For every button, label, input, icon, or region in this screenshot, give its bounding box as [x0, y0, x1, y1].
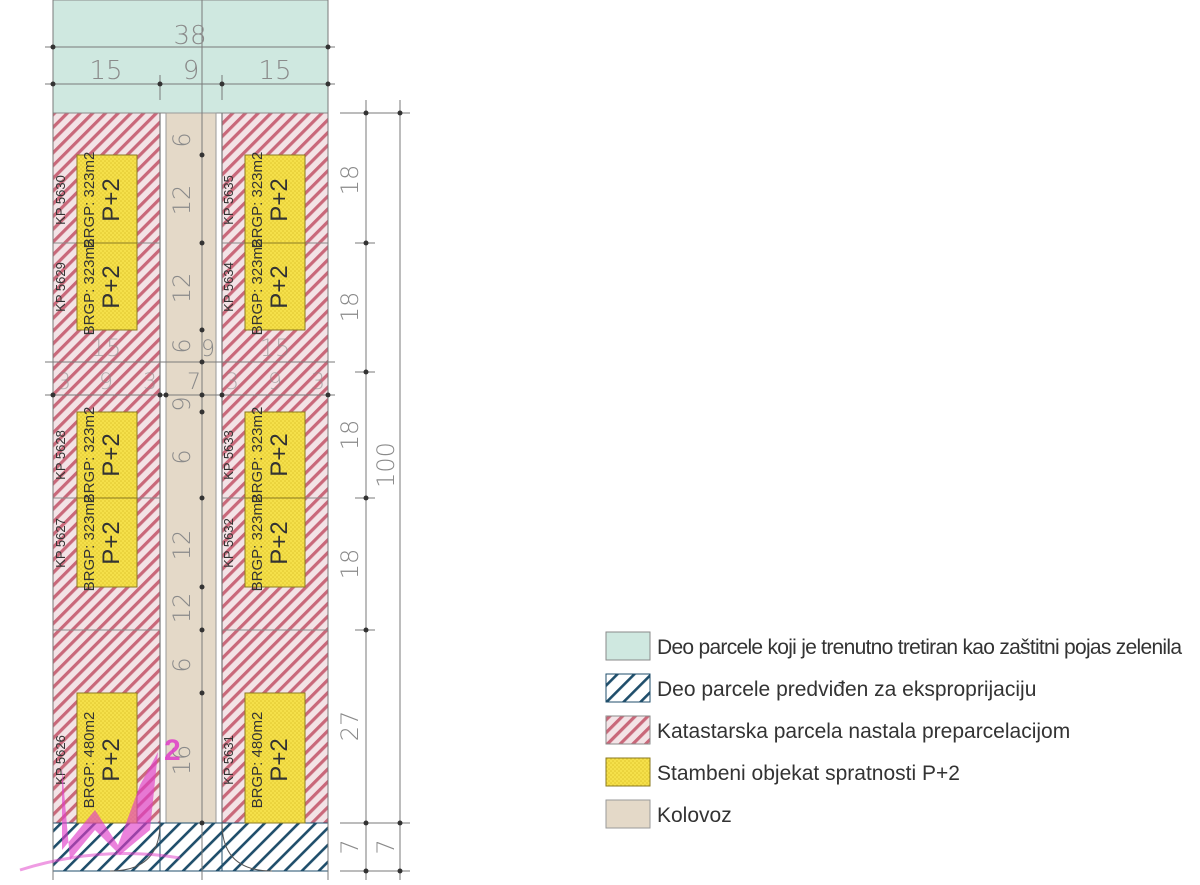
- dim-right-1: 18: [336, 292, 364, 323]
- parcel-floors-label: P+2: [98, 178, 125, 221]
- parcel-floors-label: P+2: [266, 178, 293, 221]
- parcel-kp-label: KP 5635: [221, 175, 236, 225]
- parcel-brgp-label: BRGP: 480m2: [81, 712, 98, 809]
- dim-top-left: 15: [89, 56, 122, 86]
- dim-road-7: 12: [168, 593, 196, 624]
- dim-top-center: 9: [183, 56, 200, 86]
- dim-right-outer-small: 7: [372, 839, 400, 854]
- dim-road-2: 12: [168, 273, 196, 304]
- legend-label: Kolovoz: [657, 804, 732, 827]
- dim-top-total: 38: [173, 21, 206, 51]
- dim-road-3: 6: [168, 338, 196, 353]
- parcel-left-2: KP 5628 BRGP: 323m2 P+2: [53, 407, 125, 504]
- dim-mid-sub-left-b: 9: [99, 370, 113, 395]
- watermark-digit: 2: [164, 734, 181, 767]
- parcel-brgp-label: BRGP: 323m2: [81, 495, 98, 592]
- dim-road-1: 12: [168, 185, 196, 216]
- expropriation-strip-road: [159, 822, 223, 872]
- legend-swatch-green: [605, 631, 651, 661]
- legend: Deo parcele koji je trenutno tretiran ka…: [605, 631, 1182, 829]
- dim-road-6: 12: [168, 530, 196, 561]
- dim-right-total: 100: [372, 442, 400, 488]
- parcel-kp-label: KP 5630: [53, 175, 68, 225]
- parcel-left-1: KP 5629 BRGP: 323m2 P+2: [53, 239, 125, 336]
- parcel-kp-label: KP 5632: [221, 518, 236, 568]
- parcel-kp-label: KP 5633: [221, 430, 236, 480]
- watermark-logo: 2: [19, 734, 181, 872]
- building-right-2: [244, 411, 306, 588]
- parcel-floors-label: P+2: [98, 265, 125, 308]
- green-buffer-zone: [52, 0, 329, 114]
- dim-road-9: 16: [168, 745, 196, 776]
- parcel-kp-label: KP 5631: [221, 735, 236, 785]
- parcel-brgp-label: BRGP: 323m2: [249, 152, 266, 249]
- dim-top-right: 15: [258, 56, 291, 86]
- parcel-floors-label: P+2: [98, 738, 125, 781]
- dim-mid-sub-right-a: 3: [225, 370, 239, 395]
- legend-swatch-road: [605, 799, 651, 829]
- building-left-3: [76, 692, 138, 824]
- dim-road-small: 7: [187, 370, 201, 395]
- parcel-floors-label: P+2: [266, 738, 293, 781]
- legend-item: Stambeni objekat spratnosti P+2: [605, 757, 960, 787]
- dim-road-8: 6: [168, 657, 196, 672]
- parcel-right-0: KP 5635 BRGP: 323m2 P+2: [221, 152, 293, 249]
- parcel-kp-label: KP 5627: [53, 518, 68, 568]
- building-right-3: [244, 692, 306, 824]
- parcel-right-4: KP 5631 BRGP: 480m2 P+2: [221, 712, 293, 809]
- dim-road-0: 6: [168, 132, 196, 147]
- dim-mid-right: 15: [260, 334, 291, 362]
- parcel-left-3: KP 5627 BRGP: 323m2 P+2: [53, 495, 125, 592]
- dim-mid-sub-right-c: 3: [311, 370, 325, 395]
- legend-swatch-blue-hatch: [605, 673, 651, 703]
- dim-road-4: 9: [168, 396, 196, 411]
- parcel-kp-label: KP 5628: [53, 430, 68, 480]
- legend-label: Stambeni objekat spratnosti P+2: [657, 762, 960, 785]
- parcel-brgp-label: BRGP: 323m2: [249, 239, 266, 336]
- dim-right-0: 18: [336, 165, 364, 196]
- parcel-brgp-label: BRGP: 323m2: [81, 152, 98, 249]
- parcel-kp-label: KP 5634: [221, 262, 236, 312]
- parcel-brgp-label: BRGP: 323m2: [81, 239, 98, 336]
- dim-right-5: 7: [336, 839, 364, 854]
- dim-right-2: 18: [336, 420, 364, 451]
- parcel-floors-label: P+2: [98, 433, 125, 476]
- parcel-floors-label: P+2: [266, 433, 293, 476]
- parcel-right-3: KP 5632 BRGP: 323m2 P+2: [221, 495, 293, 592]
- parcel-left-0: KP 5630 BRGP: 323m2 P+2: [53, 152, 125, 249]
- legend-item: Kolovoz: [605, 799, 732, 829]
- expropriation-strip-right: [221, 822, 329, 872]
- legend-item: Deo parcele predviđen za eksproprijaciju: [605, 673, 1036, 703]
- parcel-left-4: KP 5626 BRGP: 480m2 P+2: [53, 712, 125, 809]
- legend-label: Deo parcele predviđen za eksproprijaciju: [657, 678, 1036, 701]
- parcel-brgp-label: BRGP: 323m2: [81, 407, 98, 504]
- dim-right-3: 18: [336, 549, 364, 580]
- parcel-kp-label: KP 5629: [53, 262, 68, 312]
- parcel-kp-label: KP 5626: [53, 735, 68, 785]
- parcel-brgp-label: BRGP: 323m2: [249, 495, 266, 592]
- dim-right-4: 27: [336, 711, 364, 742]
- dim-mid-road: 9: [201, 337, 215, 362]
- parcel-floors-label: P+2: [266, 521, 293, 564]
- parcel-brgp-label: BRGP: 323m2: [249, 407, 266, 504]
- legend-item: Deo parcele koji je trenutno tretiran ka…: [605, 631, 1182, 661]
- legend-swatch-red-hatch: [605, 715, 651, 745]
- parcel-brgp-label: BRGP: 480m2: [249, 712, 266, 809]
- legend-label: Deo parcele koji je trenutno tretiran ka…: [657, 636, 1182, 659]
- legend-item: Katastarska parcela nastala preparcelaci…: [605, 715, 1070, 745]
- legend-label: Katastarska parcela nastala preparcelaci…: [657, 720, 1070, 743]
- building-left-2: [76, 411, 138, 588]
- dim-mid-sub-left-c: 3: [143, 370, 157, 395]
- dim-mid-left: 15: [91, 334, 122, 362]
- legend-swatch-yellow: [605, 757, 651, 787]
- parcel-right-1: KP 5634 BRGP: 323m2 P+2: [221, 239, 293, 336]
- parcel-right-2: KP 5633 BRGP: 323m2 P+2: [221, 407, 293, 504]
- dim-mid-sub-left-a: 3: [57, 370, 71, 395]
- dim-road-5: 6: [168, 449, 196, 464]
- parcel-floors-label: P+2: [266, 265, 293, 308]
- road-carriageway: [165, 112, 217, 824]
- parcel-floors-label: P+2: [98, 521, 125, 564]
- dim-mid-sub-right-b: 9: [268, 370, 282, 395]
